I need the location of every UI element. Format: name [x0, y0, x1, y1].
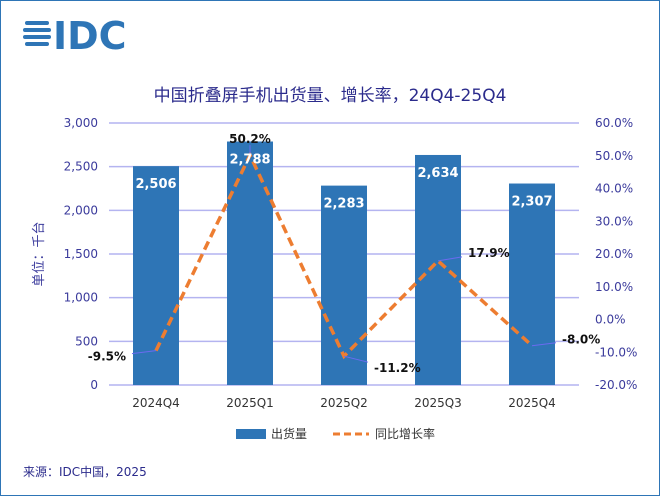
- x-tick: 2025Q3: [414, 396, 462, 410]
- y-right-tick: -10.0%: [595, 345, 637, 359]
- x-tick: 2025Q4: [508, 396, 556, 410]
- y-left-tick: 2,500: [64, 160, 98, 174]
- y-left-tick: 500: [75, 334, 98, 348]
- y-right-tick: 40.0%: [595, 182, 633, 196]
- bar: [415, 154, 461, 385]
- y-right-tick: 10.0%: [595, 280, 633, 294]
- y-left-tick: 3,000: [64, 116, 98, 130]
- y-right-tick: 30.0%: [595, 214, 633, 228]
- y-right-tick: 50.0%: [595, 149, 633, 163]
- leader-line: [531, 342, 557, 347]
- growth-label: -8.0%: [562, 333, 600, 347]
- growth-label: 17.9%: [468, 246, 510, 260]
- bar-value-label: 2,506: [135, 177, 176, 192]
- y-left-tick: 2,000: [64, 203, 98, 217]
- chart-title: 中国折叠屏手机出货量、增长率，24Q4-25Q4: [154, 86, 507, 106]
- bar-value-label: 2,788: [229, 153, 270, 168]
- legend-bar-swatch: [236, 429, 266, 439]
- legend-bar-label: 出货量: [271, 426, 307, 441]
- y-right-tick: 20.0%: [595, 247, 633, 261]
- y-left-tick: 0: [90, 378, 98, 392]
- bar-value-label: 2,307: [511, 195, 552, 210]
- leader-line: [437, 256, 463, 262]
- growth-label: -9.5%: [88, 350, 126, 364]
- y-axis-label: 单位：千台: [32, 221, 47, 286]
- combo-chart: 中国折叠屏手机出货量、增长率，24Q4-25Q4 单位：千台 2,506 2,78…: [32, 86, 637, 441]
- y-right-tick: 0.0%: [595, 313, 626, 327]
- y-left-tick: 1,000: [64, 291, 98, 305]
- bar: [509, 183, 555, 385]
- legend-line-label: 同比增长率: [375, 426, 435, 441]
- leader-line: [131, 350, 157, 355]
- growth-label: 50.2%: [229, 132, 271, 146]
- bar: [227, 141, 273, 385]
- x-tick: 2025Q1: [226, 396, 274, 410]
- source-note: 来源：IDC中国，2025: [23, 465, 147, 479]
- x-tick: 2025Q2: [320, 396, 368, 410]
- legend: 出货量 同比增长率: [236, 426, 435, 441]
- y-right-tick: -20.0%: [595, 378, 637, 392]
- logo-text: IDC: [53, 15, 127, 55]
- x-tick: 2024Q4: [132, 396, 180, 410]
- y-right-tick: 60.0%: [595, 116, 633, 130]
- growth-label: -11.2%: [374, 361, 421, 375]
- bar-value-label: 2,634: [417, 166, 458, 181]
- idc-logo: IDC: [23, 14, 138, 59]
- bar: [321, 185, 367, 385]
- y-left-tick: 1,500: [64, 247, 98, 261]
- bar-value-label: 2,283: [323, 197, 364, 212]
- leader-line: [343, 355, 369, 363]
